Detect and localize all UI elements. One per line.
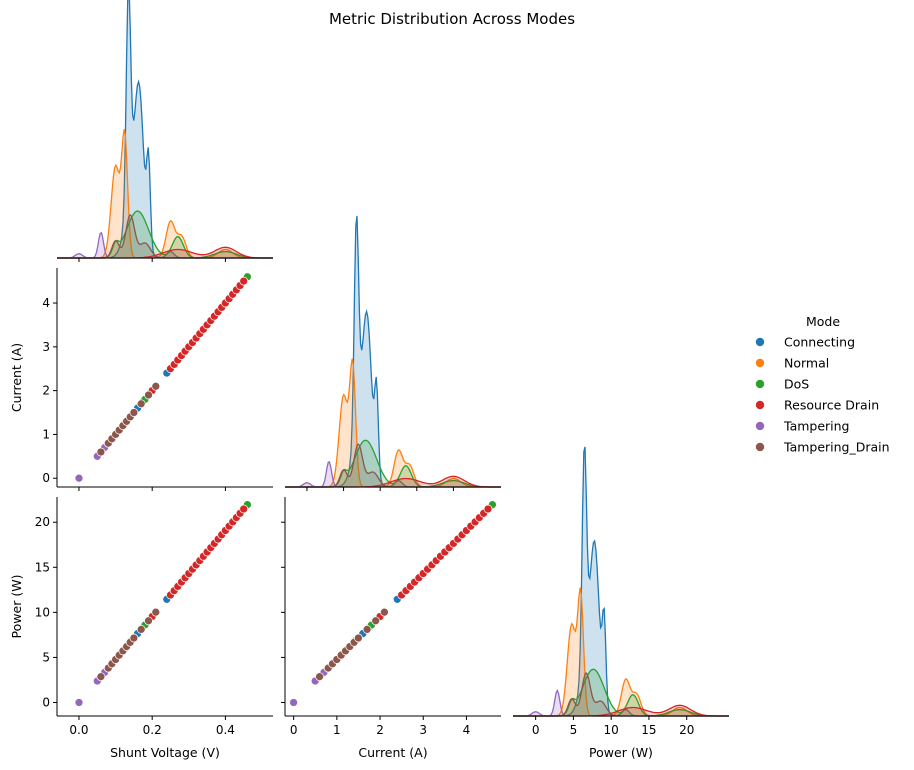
kde-line-Normal — [513, 587, 729, 717]
legend-label-Tampering_Drain: Tampering_Drain — [783, 440, 890, 455]
x-tick-label: 0.2 — [143, 723, 162, 737]
point-Tampering_Drain — [151, 607, 161, 617]
y-tick-label: 20 — [35, 515, 50, 529]
scatter-panel-power-vs-voltage — [74, 500, 252, 707]
kde-line-Connecting — [513, 446, 729, 717]
legend-label-Connecting: Connecting — [784, 335, 855, 350]
point-Tampering_Drain — [136, 399, 146, 409]
legend-marker-Tampering_Drain — [755, 442, 765, 452]
point-Tampering_Drain — [380, 607, 389, 617]
point-Tampering_Drain — [144, 390, 153, 400]
x-axis-label: Current (A) — [358, 745, 427, 760]
legend-label-Normal: Normal — [784, 356, 829, 371]
legend-marker-Resource Drain — [755, 400, 765, 410]
y-tick-label: 0 — [42, 695, 50, 709]
y-tick-label: 0 — [42, 471, 50, 485]
point-Tampering_Drain — [315, 672, 324, 682]
x-axis-label: Power (W) — [589, 745, 653, 760]
kde-fill-Normal — [57, 129, 273, 258]
x-tick-label: 5 — [570, 723, 578, 737]
legend-marker-Normal — [755, 358, 765, 368]
point-Tampering_Drain — [371, 616, 381, 626]
x-axis-label: Shunt Voltage (V) — [110, 745, 220, 760]
point-Tampering_Drain — [362, 625, 372, 634]
kde-line-Connecting — [285, 215, 501, 488]
kde-fill-Connecting — [57, 0, 273, 258]
y-tick-label: 15 — [35, 560, 50, 574]
point-Tampering — [74, 698, 84, 707]
x-tick-label: 3 — [419, 723, 427, 737]
y-tick-label: 4 — [42, 296, 50, 310]
chart-title: Metric Distribution Across Modes — [329, 10, 575, 28]
point-Tampering — [289, 698, 298, 707]
point-Tampering_Drain — [151, 381, 161, 391]
y-axis-label: Current (A) — [9, 343, 24, 412]
x-tick-label: 15 — [641, 723, 656, 737]
kde-fill-Connecting — [285, 215, 501, 487]
point-Tampering_Drain — [354, 633, 363, 643]
y-tick-label: 2 — [42, 384, 50, 398]
y-tick-label: 5 — [42, 650, 50, 664]
legend-marker-Tampering — [755, 421, 765, 431]
x-tick-label: 0 — [532, 723, 540, 737]
x-tick-label: 4 — [463, 723, 471, 737]
legend-label-Tampering: Tampering — [783, 419, 850, 434]
kde-fill-Tampering — [513, 690, 729, 716]
y-tick-label: 10 — [35, 605, 50, 619]
y-tick-label: 3 — [42, 340, 50, 354]
point-Resource Drain — [239, 276, 249, 286]
point-Tampering — [74, 473, 84, 483]
x-tick-label: 0.4 — [216, 723, 235, 737]
legend-marker-DoS — [755, 379, 765, 389]
kde-line-Connecting — [57, 0, 273, 259]
legend-title: Mode — [806, 314, 840, 329]
scatter-panel-current-vs-voltage — [74, 272, 252, 483]
kde-panel-power — [513, 446, 729, 717]
legend-label-Resource Drain: Resource Drain — [784, 398, 879, 413]
kde-fill-Tampering — [57, 232, 273, 258]
point-Tampering_Drain — [144, 616, 153, 626]
kde-panel-current — [285, 215, 501, 488]
x-tick-label: 2 — [376, 723, 384, 737]
kde-fill-Tampering — [285, 461, 501, 487]
x-tick-label: 0.0 — [69, 723, 88, 737]
scatter-panel-power-vs-current — [289, 500, 497, 707]
x-tick-label: 0 — [290, 723, 298, 737]
legend-label-DoS: DoS — [784, 377, 809, 392]
point-Tampering_Drain — [96, 672, 106, 682]
point-Tampering_Drain — [129, 408, 139, 417]
kde-line-Normal — [285, 358, 501, 488]
x-tick-label: 10 — [604, 723, 619, 737]
point-Resource Drain — [239, 504, 249, 514]
x-tick-label: 1 — [333, 723, 341, 737]
y-tick-label: 1 — [42, 427, 50, 441]
kde-fill-Connecting — [513, 446, 729, 716]
kde-fill-Normal — [513, 587, 729, 716]
kde-fill-Normal — [285, 358, 501, 487]
kde-panel-voltage — [57, 0, 273, 259]
kde-line-Normal — [57, 129, 273, 259]
legend-marker-Connecting — [755, 337, 765, 347]
point-Tampering_Drain — [129, 633, 139, 643]
legend: Mode Connecting Normal DoS Resource Drain Ta… — [755, 314, 890, 455]
point-Tampering_Drain — [136, 625, 146, 634]
x-tick-label: 20 — [679, 723, 694, 737]
point-Tampering_Drain — [96, 447, 106, 457]
point-Resource Drain — [483, 504, 493, 514]
y-axis-label: Power (W) — [9, 575, 24, 639]
